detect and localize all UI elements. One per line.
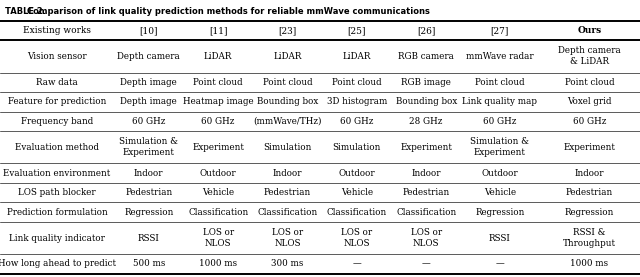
Text: Feature for prediction: Feature for prediction	[8, 97, 106, 106]
Text: 1000 ms: 1000 ms	[199, 260, 237, 268]
Text: LOS or
NLOS: LOS or NLOS	[341, 228, 372, 248]
Text: LOS or
NLOS: LOS or NLOS	[203, 228, 234, 248]
Text: Bounding box: Bounding box	[257, 97, 318, 106]
Text: [10]: [10]	[140, 26, 158, 35]
Text: mmWave radar: mmWave radar	[466, 52, 534, 61]
Text: 28 GHz: 28 GHz	[410, 117, 443, 126]
Text: Pedestrian: Pedestrian	[403, 188, 450, 197]
Text: Experiment: Experiment	[192, 143, 244, 152]
Text: [25]: [25]	[348, 26, 366, 35]
Text: Simulation &
Experiment: Simulation & Experiment	[119, 137, 179, 157]
Text: Voxel grid: Voxel grid	[567, 97, 612, 106]
Text: LiDAR: LiDAR	[273, 52, 301, 61]
Text: RGB image: RGB image	[401, 78, 451, 87]
Text: Point cloud: Point cloud	[332, 78, 381, 87]
Text: Classification: Classification	[257, 208, 317, 217]
Text: —: —	[495, 260, 504, 268]
Text: 60 GHz: 60 GHz	[202, 117, 235, 126]
Text: Vehicle: Vehicle	[202, 188, 234, 197]
Text: Experiment: Experiment	[400, 143, 452, 152]
Text: 60 GHz: 60 GHz	[483, 117, 516, 126]
Text: Point cloud: Point cloud	[193, 78, 243, 87]
Text: Regression: Regression	[475, 208, 525, 217]
Text: Vision sensor: Vision sensor	[28, 52, 87, 61]
Text: LOS or
NLOS: LOS or NLOS	[272, 228, 303, 248]
Text: Classification: Classification	[188, 208, 248, 217]
Text: (mmWave/THz): (mmWave/THz)	[253, 117, 322, 126]
Text: Vehicle: Vehicle	[340, 188, 373, 197]
Text: TABLE 2.: TABLE 2.	[5, 7, 53, 16]
Text: Evaluation method: Evaluation method	[15, 143, 99, 152]
Text: Classification: Classification	[326, 208, 387, 217]
Text: Vehicle: Vehicle	[484, 188, 516, 197]
Text: —: —	[422, 260, 431, 268]
Text: Outdoor: Outdoor	[200, 169, 236, 178]
Text: Prediction formulation: Prediction formulation	[6, 208, 108, 217]
Text: RSSI &
Throughput: RSSI & Throughput	[563, 228, 616, 248]
Text: Point cloud: Point cloud	[475, 78, 525, 87]
Text: Experiment: Experiment	[563, 143, 616, 152]
Text: [11]: [11]	[209, 26, 227, 35]
Text: RSSI: RSSI	[489, 234, 511, 243]
Text: Evaluation environment: Evaluation environment	[3, 169, 111, 178]
Text: [27]: [27]	[491, 26, 509, 35]
Text: 60 GHz: 60 GHz	[340, 117, 374, 126]
Text: Depth image: Depth image	[120, 97, 177, 106]
Text: RSSI: RSSI	[138, 234, 160, 243]
Text: 60 GHz: 60 GHz	[573, 117, 606, 126]
Text: 300 ms: 300 ms	[271, 260, 304, 268]
Text: Indoor: Indoor	[575, 169, 604, 178]
Text: [26]: [26]	[417, 26, 435, 35]
Text: Indoor: Indoor	[134, 169, 164, 178]
Text: Link quality map: Link quality map	[462, 97, 538, 106]
Text: Indoor: Indoor	[273, 169, 302, 178]
Text: Outdoor: Outdoor	[339, 169, 375, 178]
Text: Depth camera
& LiDAR: Depth camera & LiDAR	[558, 46, 621, 66]
Text: LiDAR: LiDAR	[342, 52, 371, 61]
Text: Heatmap image: Heatmap image	[183, 97, 253, 106]
Text: Indoor: Indoor	[412, 169, 441, 178]
Text: [23]: [23]	[278, 26, 296, 35]
Text: —: —	[353, 260, 361, 268]
Text: RGB camera: RGB camera	[398, 52, 454, 61]
Text: Frequency band: Frequency band	[21, 117, 93, 126]
Text: Ours: Ours	[577, 26, 602, 35]
Text: Regression: Regression	[124, 208, 173, 217]
Text: Simulation: Simulation	[263, 143, 312, 152]
Text: LiDAR: LiDAR	[204, 52, 232, 61]
Text: Pedestrian: Pedestrian	[264, 188, 311, 197]
Text: Regression: Regression	[564, 208, 614, 217]
Text: 3D histogram: 3D histogram	[326, 97, 387, 106]
Text: Depth camera: Depth camera	[117, 52, 180, 61]
Text: Simulation: Simulation	[333, 143, 381, 152]
Text: 60 GHz: 60 GHz	[132, 117, 166, 126]
Text: Outdoor: Outdoor	[481, 169, 518, 178]
Text: Bounding box: Bounding box	[396, 97, 457, 106]
Text: Comparison of link quality prediction methods for reliable mmWave communications: Comparison of link quality prediction me…	[28, 7, 430, 16]
Text: 1000 ms: 1000 ms	[570, 260, 609, 268]
Text: Pedestrian: Pedestrian	[125, 188, 172, 197]
Text: Point cloud: Point cloud	[564, 78, 614, 87]
Text: Point cloud: Point cloud	[262, 78, 312, 87]
Text: LOS or
NLOS: LOS or NLOS	[411, 228, 442, 248]
Text: How long ahead to predict: How long ahead to predict	[0, 260, 116, 268]
Text: Existing works: Existing works	[23, 26, 91, 35]
Text: 500 ms: 500 ms	[132, 260, 165, 268]
Text: Link quality indicator: Link quality indicator	[9, 234, 105, 243]
Text: Raw data: Raw data	[36, 78, 78, 87]
Text: Pedestrian: Pedestrian	[566, 188, 613, 197]
Text: LOS path blocker: LOS path blocker	[19, 188, 96, 197]
Text: Depth image: Depth image	[120, 78, 177, 87]
Text: Simulation &
Experiment: Simulation & Experiment	[470, 137, 529, 157]
Text: Classification: Classification	[396, 208, 456, 217]
